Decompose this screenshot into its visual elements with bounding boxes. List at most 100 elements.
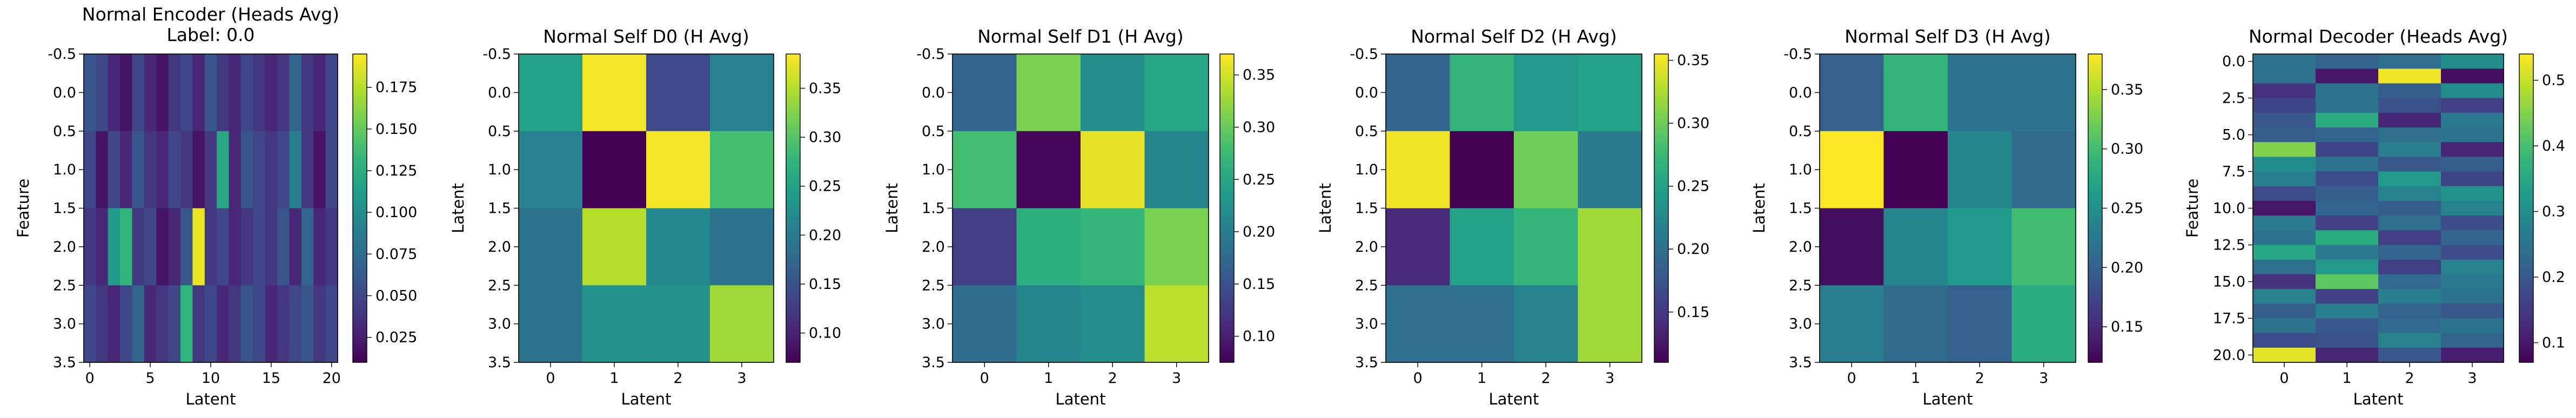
heatmap-cell — [2253, 333, 2316, 348]
heatmap-cell — [710, 208, 774, 286]
heatmap-cell — [108, 54, 120, 132]
heatmap-panel-4: 0 1 2 3 -0.5 0.0 0.5 1.0 1.5 2.0 2.5 3.0 3.5 Normal S… — [1750, 26, 2143, 408]
heatmap-cell — [1144, 54, 1209, 132]
y-tick-label: 3.5 — [488, 354, 511, 371]
y-tick-label: 0.5 — [1355, 123, 1378, 140]
x-tick-label: 0 — [1847, 370, 1856, 387]
heatmap-cell — [168, 54, 181, 132]
heatmap-cell — [2253, 171, 2316, 187]
y-tick-label: 3.0 — [1789, 316, 1812, 333]
heatmap-cell — [1948, 285, 2013, 363]
heatmap-cell — [120, 54, 133, 132]
heatmap-cell — [192, 285, 205, 363]
heatmap-cell — [301, 208, 314, 286]
heatmap-cell — [265, 131, 278, 209]
colorbar-tick-label: 0.2 — [2542, 269, 2565, 286]
heatmap-cell — [582, 131, 647, 209]
heatmap-cell — [2316, 171, 2379, 187]
y-tick-label: -0.5 — [1783, 46, 1812, 63]
heatmap-cell — [2441, 171, 2504, 187]
y-tick-label: 1.0 — [1789, 161, 1812, 178]
heatmap-cell — [217, 131, 230, 209]
heatmap-cell — [1016, 131, 1081, 209]
colorbar — [2088, 53, 2103, 363]
heatmap-cell — [646, 208, 710, 286]
x-axis-label: Latent — [1923, 390, 1973, 408]
heatmap-cell — [1450, 131, 1514, 209]
heatmap-cell — [2316, 157, 2379, 172]
heatmap-cell — [96, 54, 109, 132]
heatmap-cell — [132, 54, 145, 132]
x-tick-label: 0 — [85, 370, 95, 387]
heatmap-cell — [2253, 347, 2316, 363]
heatmap-cell — [582, 285, 647, 363]
heatmap-cell — [2441, 157, 2504, 172]
colorbar-tick-label: 0.25 — [1243, 171, 1275, 188]
heatmap-cell — [2316, 54, 2379, 69]
colorbar-tick-label: 0.150 — [375, 121, 417, 138]
y-axis-label: Feature — [14, 179, 32, 238]
heatmap-cell — [168, 131, 181, 209]
colorbar — [1219, 53, 1235, 363]
x-tick-label: 1 — [609, 370, 619, 387]
heatmap-cell — [132, 131, 145, 209]
heatmap-cell — [2441, 230, 2504, 246]
heatmap-cell — [301, 285, 314, 363]
heatmap-cell — [1386, 131, 1451, 209]
colorbar-tick-label: 0.15 — [1677, 304, 1709, 321]
y-tick-label: 2.5 — [922, 277, 945, 294]
heatmap-cell — [325, 208, 338, 286]
x-tick-label: 2 — [1108, 370, 1117, 387]
heatmap-cell — [2378, 304, 2441, 319]
x-tick-label: 20 — [323, 370, 341, 387]
heatmap-cell — [2378, 333, 2441, 348]
heatmap-cell — [240, 54, 253, 132]
heatmap-cell — [1883, 285, 1948, 363]
colorbar — [1654, 53, 1669, 363]
y-tick-label: 1.0 — [488, 161, 511, 178]
heatmap-cell — [2253, 157, 2316, 172]
heatmap-cell — [2316, 245, 2379, 260]
heatmap-cell — [646, 54, 710, 132]
heatmap-cell — [2378, 69, 2441, 84]
heatmap-cell — [84, 54, 96, 132]
heatmap-cell — [1883, 208, 1948, 286]
y-tick-label: 0.0 — [488, 84, 511, 101]
y-axis-label: Latent — [1316, 183, 1334, 233]
heatmap-cell — [2253, 98, 2316, 113]
colorbar-tick-label: 0.10 — [1243, 328, 1275, 345]
heatmap-cell — [519, 54, 583, 132]
heatmap-cell — [96, 208, 109, 286]
y-tick-label: 0.0 — [2222, 53, 2245, 70]
heatmap-cell — [2316, 259, 2379, 275]
heatmap-cell — [325, 285, 338, 363]
heatmap-cell — [253, 131, 266, 209]
heatmap-cell — [108, 131, 120, 209]
heatmap-cell — [519, 131, 583, 209]
heatmap-cell — [2441, 318, 2504, 334]
heatmap-cell — [2378, 112, 2441, 128]
y-tick-label: 15.0 — [2213, 273, 2245, 290]
y-tick-label: 2.5 — [1355, 277, 1378, 294]
heatmap-cell — [301, 131, 314, 209]
colorbar-tick-label: 0.15 — [1243, 276, 1275, 293]
y-tick-label: 2.0 — [53, 239, 76, 255]
heatmap-cell — [2441, 274, 2504, 289]
heatmap-cell — [192, 54, 205, 132]
heatmap-cell — [168, 285, 181, 363]
colorbar-tick-label: 0.25 — [2111, 200, 2143, 217]
heatmap-cell — [2378, 83, 2441, 99]
chart-title: Normal Encoder (Heads Avg) — [82, 4, 339, 25]
heatmap-cell — [2441, 54, 2504, 69]
colorbar-tick-label: 0.35 — [1243, 67, 1275, 84]
y-tick-label: -0.5 — [482, 46, 511, 63]
chart-title: Normal Decoder (Heads Avg) — [2249, 26, 2508, 47]
heatmap-cell — [2316, 347, 2379, 363]
y-tick-label: 3.5 — [1789, 354, 1812, 371]
heatmap-cell — [2378, 200, 2441, 216]
x-tick-label: 3 — [1172, 370, 1181, 387]
y-tick-label: 0.5 — [1789, 123, 1812, 140]
heatmap-cell — [144, 285, 157, 363]
y-tick-label: -0.5 — [48, 46, 76, 63]
colorbar-tick-label: 0.125 — [375, 163, 417, 179]
